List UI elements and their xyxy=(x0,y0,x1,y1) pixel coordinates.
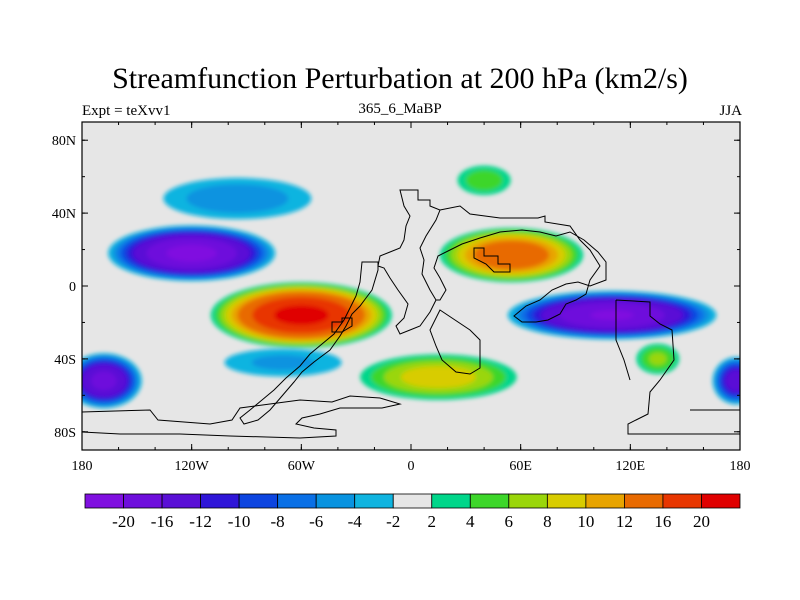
coastline-asia xyxy=(433,205,607,323)
colorbar-label: 2 xyxy=(428,512,437,531)
colorbar-label: 4 xyxy=(466,512,475,531)
coastline-central-america xyxy=(331,317,353,333)
colorbar-swatch xyxy=(546,493,587,509)
colorbar-label: 12 xyxy=(616,512,633,531)
colorbar-label: 10 xyxy=(577,512,594,531)
colorbar-swatch xyxy=(701,493,741,509)
contour-band xyxy=(590,310,634,321)
colorbar-swatch xyxy=(392,493,433,509)
colorbar-label: -10 xyxy=(228,512,251,531)
colorbar-swatch xyxy=(84,493,124,509)
contour-band xyxy=(91,371,117,391)
colorbar-swatch xyxy=(508,493,548,509)
lat-tick-label: 40S xyxy=(54,353,76,368)
contour-band xyxy=(400,366,477,389)
contour-band xyxy=(465,170,503,191)
lon-tick-label: 180 xyxy=(730,459,751,474)
experiment-label: Expt = teXvv1 xyxy=(82,103,171,119)
coastline-australia xyxy=(615,299,740,435)
colorbar-swatch xyxy=(662,493,702,509)
colorbar-label: -20 xyxy=(112,512,135,531)
colorbar-swatch xyxy=(354,493,394,509)
contour-band xyxy=(473,240,550,270)
lat-tick-label: 80N xyxy=(52,134,76,149)
lon-tick-label: 120E xyxy=(616,459,646,474)
colorbar-label: -12 xyxy=(189,512,212,531)
low-anomaly-8 xyxy=(163,177,312,220)
high-anomaly-1 xyxy=(210,282,392,349)
plot-title: Streamfunction Perturbation at 200 hPa (… xyxy=(112,62,688,95)
colorbar-label: -2 xyxy=(386,512,400,531)
colorbar-label: -6 xyxy=(309,512,323,531)
coastline-layer xyxy=(82,189,740,439)
low-anomaly-4 xyxy=(82,353,142,409)
low-anomaly-5 xyxy=(712,357,740,405)
colorbar-label: -8 xyxy=(271,512,285,531)
low-anomaly-10 xyxy=(224,348,342,377)
map-panel xyxy=(81,121,741,451)
high-anomaly-9 xyxy=(636,343,680,375)
lon-tick-label: 60W xyxy=(288,459,316,474)
colorbar: -20 -16 -12 -10 -8 -6 -4 -2 2 4 6 8 10 12 16 20 xyxy=(84,493,741,531)
colorbar-swatch xyxy=(431,493,471,509)
lon-tick-label: 180 xyxy=(72,459,93,474)
lon-tick-label: 0 xyxy=(408,459,415,474)
high-anomaly-6 xyxy=(360,354,517,400)
lat-tick-label: 80S xyxy=(54,426,76,441)
lon-tick-label: 60E xyxy=(509,459,532,474)
contour-band xyxy=(725,369,740,392)
low-anomaly-0 xyxy=(108,225,276,281)
high-anomaly-2 xyxy=(439,227,584,283)
contour-band xyxy=(274,305,329,326)
contour-band xyxy=(186,184,289,213)
lat-tick-label: 40N xyxy=(52,207,76,222)
colorbar-swatch xyxy=(315,493,356,509)
colorbar-swatch xyxy=(585,493,625,509)
coastline-antarctica xyxy=(82,395,740,439)
contour-band xyxy=(251,355,315,370)
latitude-axis: 80N 40N 0 40S 80S xyxy=(52,134,740,441)
colorbar-swatch xyxy=(123,493,163,509)
longitude-axis: 180 120W 60W 0 60E 120E 180 xyxy=(72,122,751,474)
lon-tick-label: 120W xyxy=(175,459,210,474)
contour-band xyxy=(166,244,217,262)
map-background xyxy=(82,122,740,450)
colorbar-swatch xyxy=(238,493,279,509)
coastline-arabia xyxy=(473,247,511,273)
case-label: 365_6_MaBP xyxy=(358,101,442,117)
colorbar-label: -16 xyxy=(151,512,174,531)
season-label: JJA xyxy=(719,103,742,119)
contour-band xyxy=(648,352,667,366)
colorbar-swatch xyxy=(200,493,240,509)
colorbar-label: 16 xyxy=(654,512,671,531)
lat-tick-label: 0 xyxy=(69,280,76,295)
colorbar-label: 6 xyxy=(505,512,514,531)
colorbar-label: 20 xyxy=(693,512,710,531)
colorbar-swatch xyxy=(277,493,317,509)
coastline-americas xyxy=(239,261,379,425)
colorbar-swatch xyxy=(624,493,664,509)
colorbar-label: -4 xyxy=(348,512,363,531)
colorbar-swatch xyxy=(469,493,510,509)
coastline-south-africa xyxy=(429,309,481,375)
coastline-europe-africa xyxy=(377,189,441,335)
colorbar-swatch xyxy=(161,493,201,509)
colorbar-label: 8 xyxy=(543,512,552,531)
high-anomaly-7 xyxy=(457,165,511,196)
low-anomaly-3 xyxy=(507,290,717,340)
